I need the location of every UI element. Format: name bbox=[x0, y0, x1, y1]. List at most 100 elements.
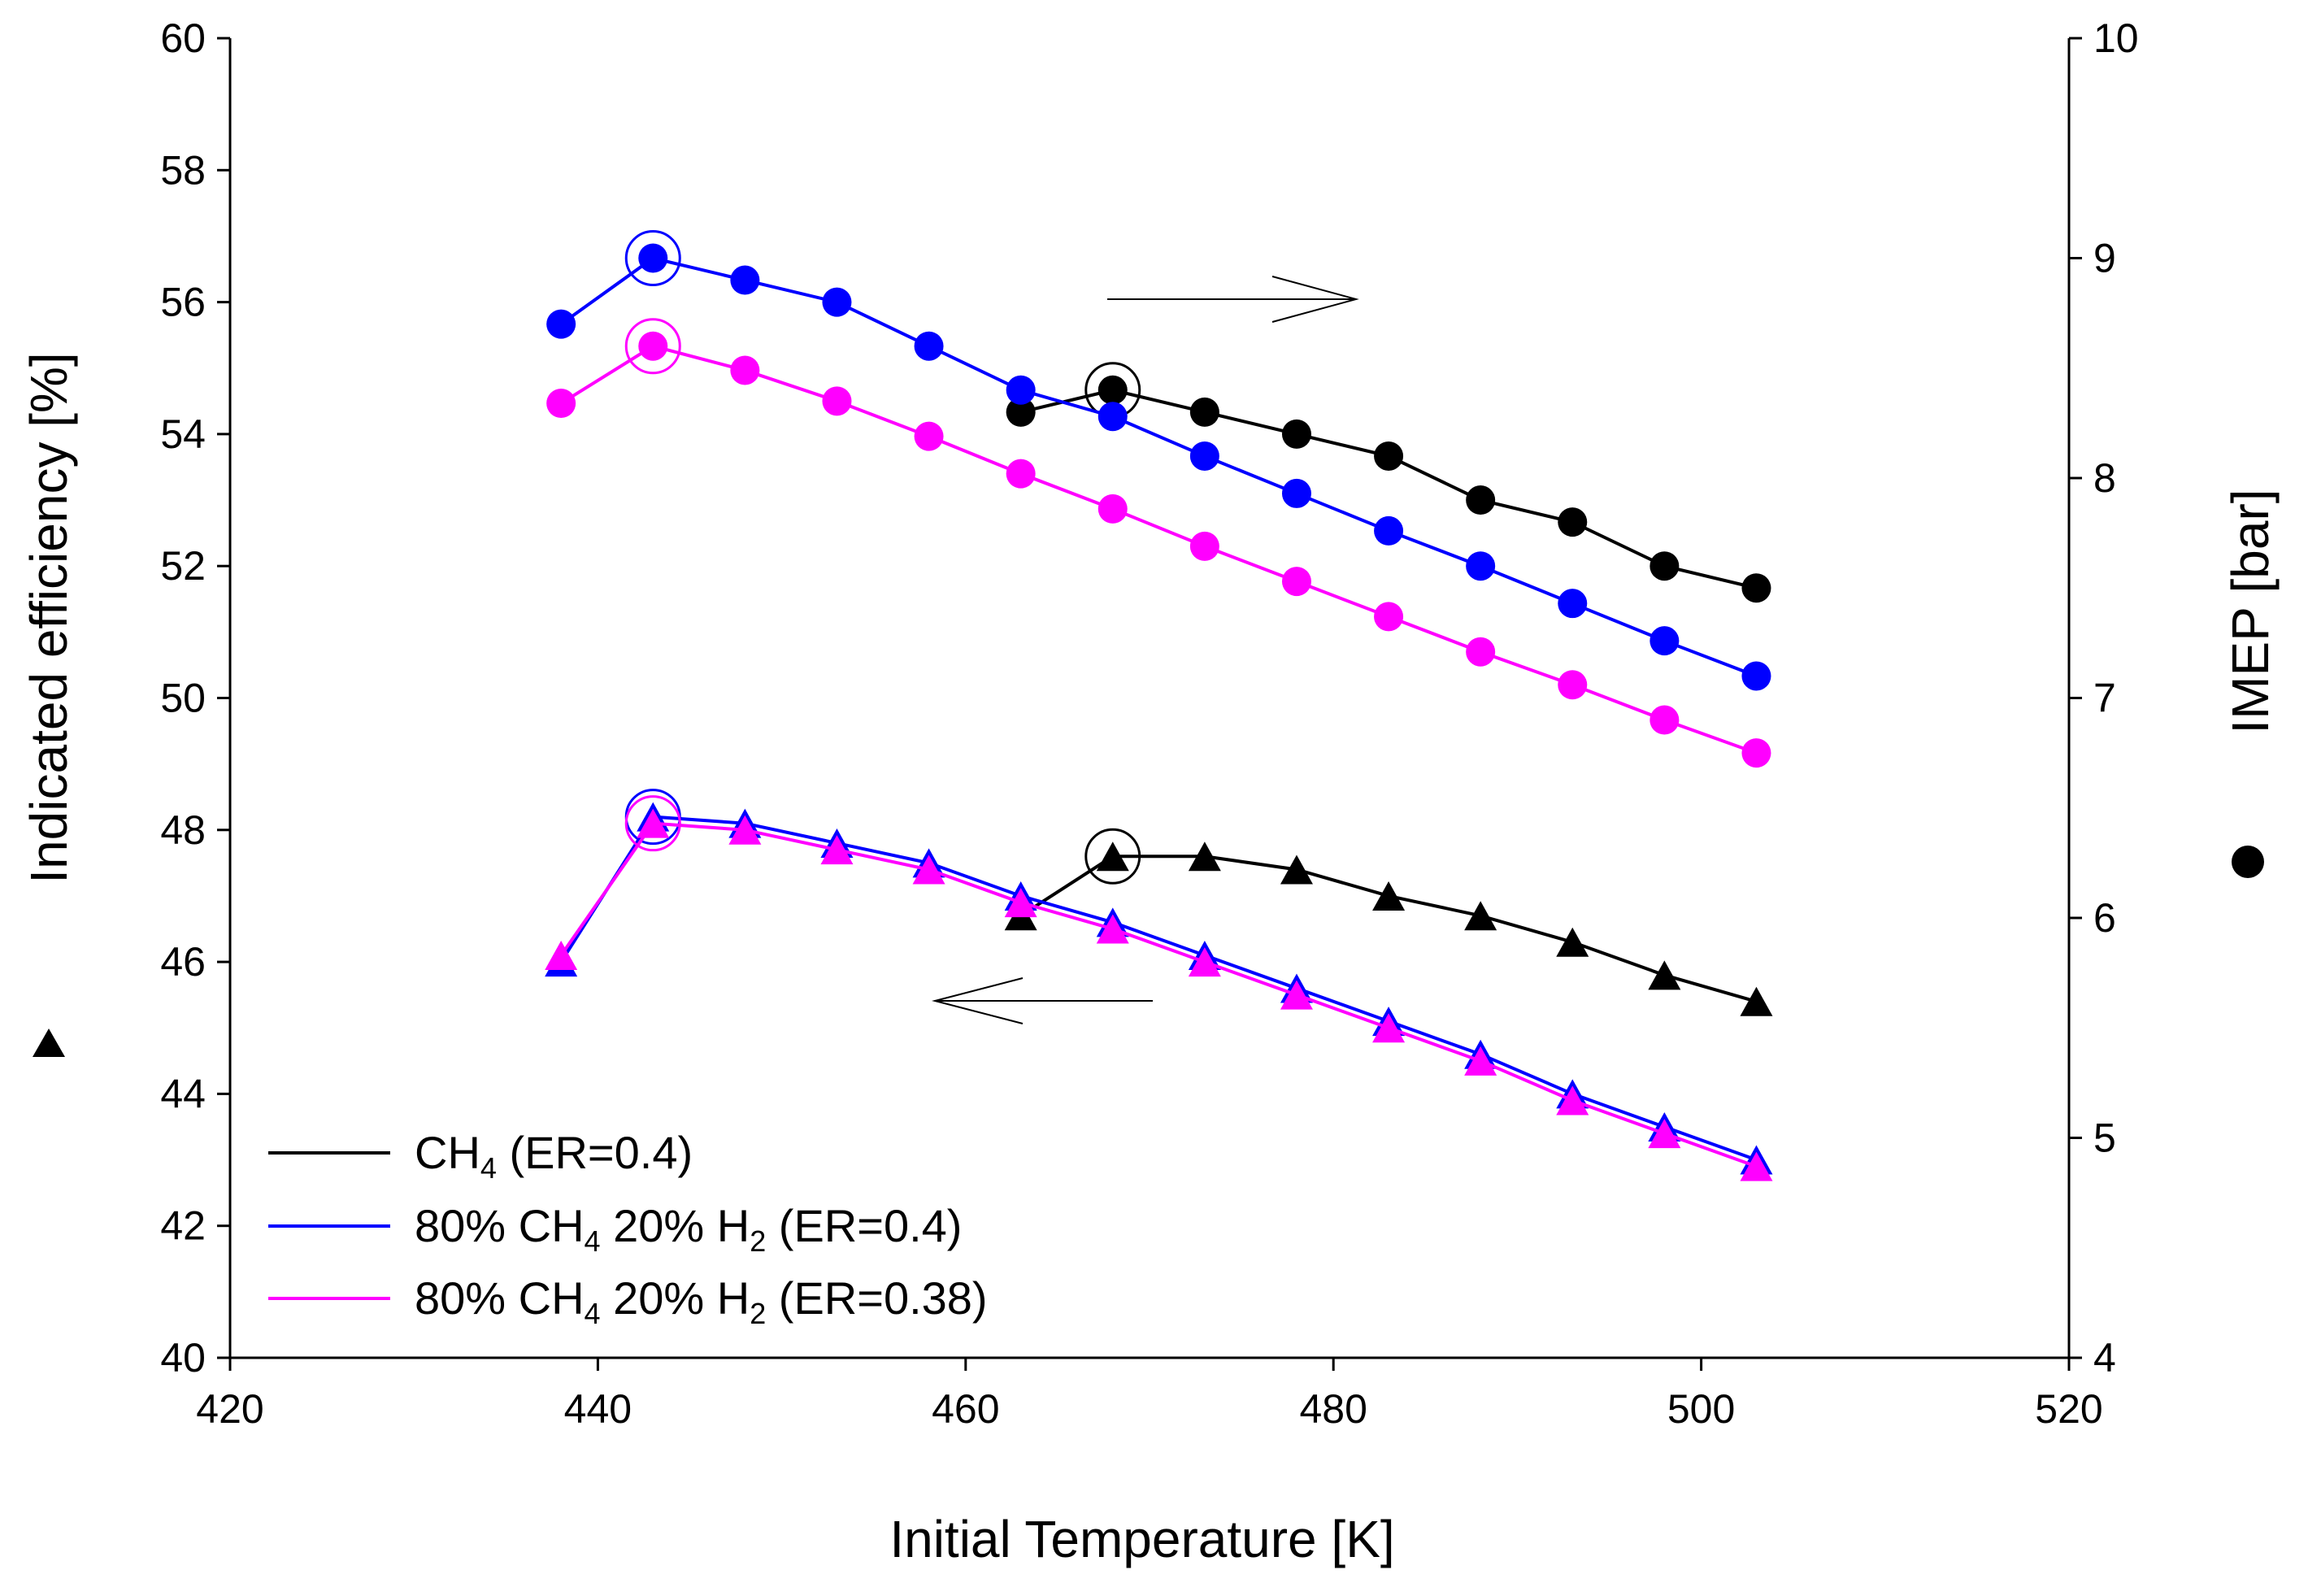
series-line bbox=[1020, 388, 1757, 590]
data-point-circle bbox=[1558, 670, 1588, 700]
data-point-circle bbox=[1466, 485, 1496, 515]
y-left-tick-label: 48 bbox=[160, 807, 206, 853]
data-point-circle bbox=[546, 309, 576, 339]
series-1 bbox=[545, 789, 1773, 1175]
data-point-circle bbox=[1281, 567, 1311, 597]
y-left-tick-label: 50 bbox=[160, 676, 206, 721]
y-left-tick-label: 52 bbox=[160, 543, 206, 589]
legend-label-blend-er038: 80% CH4 20% H2 (ER=0.38) bbox=[415, 1272, 988, 1330]
data-point-circle bbox=[1189, 441, 1219, 471]
data-point-triangle bbox=[1096, 841, 1129, 872]
data-point-triangle bbox=[1004, 888, 1037, 918]
series-line bbox=[559, 821, 1758, 1168]
y-right-tick-label: 6 bbox=[2093, 895, 2116, 941]
data-point-triangle bbox=[1188, 947, 1221, 977]
highlight-ring bbox=[624, 230, 681, 286]
series-5 bbox=[546, 318, 1771, 768]
series-3 bbox=[1006, 362, 1771, 603]
data-point-circle bbox=[1006, 375, 1036, 405]
data-point-triangle bbox=[1556, 927, 1589, 957]
legend-label-ch4: CH4 (ER=0.4) bbox=[415, 1127, 693, 1185]
right-axis-marker-circle bbox=[2232, 846, 2264, 878]
data-point-circle bbox=[1097, 494, 1128, 524]
data-point-triangle bbox=[1188, 841, 1221, 872]
data-point-circle bbox=[914, 331, 944, 361]
data-point-circle bbox=[1189, 531, 1219, 561]
data-point-circle bbox=[822, 386, 852, 416]
data-point-triangle bbox=[820, 835, 854, 865]
y-left-tick-label: 54 bbox=[160, 411, 206, 457]
data-point-triangle bbox=[1372, 881, 1406, 911]
y-left-tick-label: 42 bbox=[160, 1203, 206, 1249]
x-tick-label: 480 bbox=[1299, 1386, 1367, 1432]
data-point-circle bbox=[1466, 551, 1496, 581]
data-point-circle bbox=[1558, 589, 1588, 619]
data-point-circle bbox=[1741, 738, 1771, 768]
data-point-circle bbox=[1741, 573, 1771, 603]
data-point-triangle bbox=[1280, 855, 1313, 885]
data-point-circle bbox=[914, 421, 944, 451]
highlight-ring bbox=[624, 795, 681, 852]
x-tick-label: 500 bbox=[1667, 1386, 1735, 1432]
y-right-tick-label: 10 bbox=[2093, 15, 2139, 61]
left-axis-marker-triangle bbox=[33, 1028, 65, 1057]
right-axis-arrow bbox=[1107, 276, 1359, 323]
data-point-circle bbox=[1006, 459, 1036, 489]
y-left-axis-title: Indicated efficiency [%] bbox=[20, 352, 78, 883]
data-point-circle bbox=[1281, 419, 1311, 449]
data-point-triangle bbox=[1464, 901, 1497, 931]
data-point-circle bbox=[1650, 626, 1680, 656]
series-2 bbox=[545, 795, 1773, 1181]
legend: CH4 (ER=0.4) 80% CH4 20% H2 (ER=0.4) 80%… bbox=[268, 1127, 988, 1330]
series-4 bbox=[546, 230, 1771, 691]
y-right-tick-label: 7 bbox=[2093, 676, 2116, 721]
data-point-circle bbox=[1650, 705, 1680, 735]
data-point-circle bbox=[1097, 402, 1128, 432]
data-point-circle bbox=[546, 389, 576, 419]
data-point-circle bbox=[638, 243, 668, 273]
data-point-circle bbox=[1189, 397, 1219, 427]
y-left-tick-label: 46 bbox=[160, 939, 206, 985]
data-point-circle bbox=[1741, 661, 1771, 691]
data-point-triangle bbox=[1648, 960, 1681, 990]
y-left-tick-label: 60 bbox=[160, 15, 206, 61]
x-tick-label: 520 bbox=[2035, 1386, 2102, 1432]
series-layer bbox=[545, 230, 1773, 1181]
data-point-circle bbox=[1281, 478, 1311, 508]
highlight-ring bbox=[1084, 828, 1141, 885]
data-point-triangle bbox=[1280, 980, 1313, 1010]
data-point-triangle bbox=[912, 855, 945, 885]
series-line bbox=[559, 256, 1758, 678]
legend-label-blend-er04: 80% CH4 20% H2 (ER=0.4) bbox=[415, 1200, 962, 1258]
data-point-circle bbox=[638, 331, 668, 361]
data-point-circle bbox=[730, 355, 760, 385]
data-point-circle bbox=[1006, 397, 1036, 427]
data-point-circle bbox=[1374, 441, 1404, 471]
data-point-triangle bbox=[1372, 1013, 1406, 1043]
data-point-circle bbox=[822, 287, 852, 317]
y-left-tick-label: 40 bbox=[160, 1335, 206, 1381]
axis-arrows bbox=[932, 276, 1359, 1024]
y-right-axis-title: IMEP [bar] bbox=[2221, 489, 2280, 733]
y-right-tick-label: 4 bbox=[2093, 1335, 2116, 1381]
data-point-circle bbox=[1466, 637, 1496, 667]
x-tick-label: 420 bbox=[196, 1386, 263, 1432]
highlight-ring bbox=[624, 318, 681, 375]
data-point-circle bbox=[1097, 375, 1128, 405]
data-point-triangle bbox=[1740, 986, 1773, 1016]
data-point-circle bbox=[1558, 507, 1588, 537]
data-point-triangle bbox=[1556, 1085, 1589, 1115]
x-tick-label: 440 bbox=[564, 1386, 632, 1432]
data-point-triangle bbox=[1740, 1151, 1773, 1181]
data-point-circle bbox=[1374, 515, 1404, 546]
y-right-tick-label: 8 bbox=[2093, 455, 2116, 501]
data-point-triangle bbox=[545, 940, 578, 970]
y-right-tick-label: 9 bbox=[2093, 236, 2116, 281]
series-0 bbox=[1004, 828, 1773, 1016]
axis-ticks: 420 440 460 480 500 5204042444648505254565860… bbox=[160, 15, 2138, 1432]
data-point-triangle bbox=[1648, 1119, 1681, 1149]
series-line bbox=[559, 815, 1758, 1162]
left-axis-arrow bbox=[932, 977, 1153, 1024]
data-point-circle bbox=[1374, 602, 1404, 632]
